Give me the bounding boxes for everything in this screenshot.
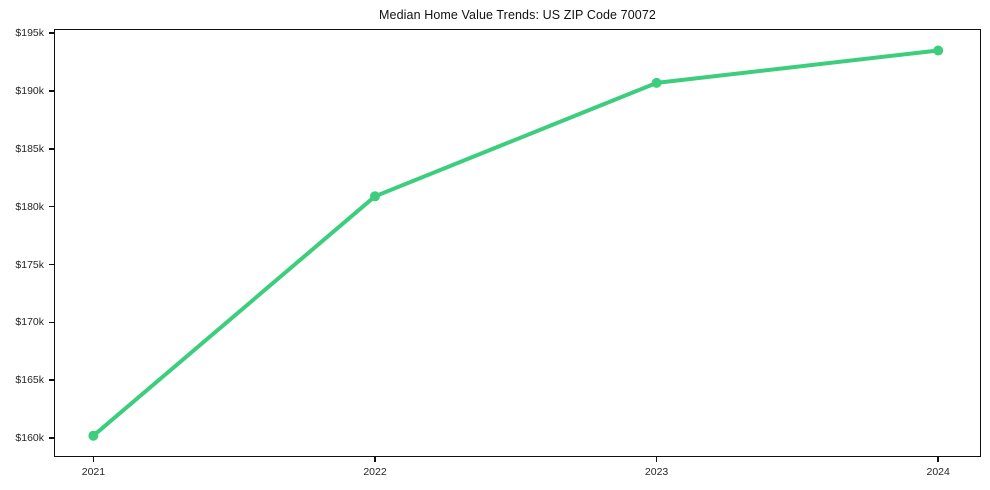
- data-point-marker: [933, 45, 944, 56]
- x-axis-tick: [655, 457, 658, 462]
- y-axis-tick-label: $165k: [15, 374, 44, 387]
- y-axis-tick-label: $185k: [15, 142, 44, 155]
- plot-area: [54, 29, 981, 457]
- y-axis-tick-label: $195k: [15, 27, 44, 40]
- data-point-marker: [88, 430, 99, 441]
- x-axis-tick-label: 2021: [81, 466, 106, 478]
- data-point-marker: [370, 191, 380, 202]
- y-axis-tick-label: $190k: [15, 85, 44, 97]
- line-series-svg: [88, 45, 944, 441]
- x-axis-tick-label: 2024: [926, 466, 950, 478]
- data-point-marker: [651, 77, 662, 88]
- y-axis-tick-label: $175k: [15, 258, 44, 271]
- y-axis-tick: [49, 263, 54, 266]
- y-axis-tick-label: $180k: [15, 200, 44, 213]
- y-axis-tick: [49, 90, 54, 92]
- y-axis-tick: [49, 379, 54, 381]
- trend-line: [91, 48, 941, 438]
- y-axis-tick-label: $160k: [15, 432, 44, 445]
- y-axis-tick: [49, 148, 54, 150]
- y-axis-tick-label: $170k: [15, 316, 44, 329]
- x-axis-tick-label: 2023: [644, 466, 669, 478]
- x-axis-tick: [937, 457, 939, 462]
- y-axis-tick: [49, 32, 54, 34]
- x-axis-tick: [374, 457, 376, 462]
- x-axis-tick-label: 2022: [363, 466, 387, 478]
- x-axis-tick: [92, 457, 95, 462]
- y-axis-tick: [49, 205, 54, 208]
- y-axis-tick: [49, 321, 54, 324]
- y-axis-tick: [49, 437, 54, 439]
- chart-title: Median Home Value Trends: US ZIP Code 70…: [379, 8, 656, 22]
